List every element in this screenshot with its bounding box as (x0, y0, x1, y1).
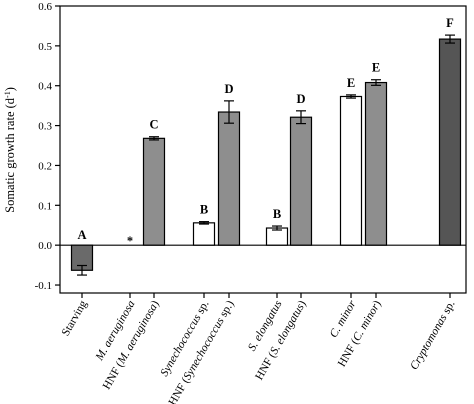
y-tick-label: 0.4 (38, 81, 52, 93)
y-tick-label: 0.2 (38, 160, 52, 172)
category-label-part: ) (296, 298, 308, 307)
significance-label: E (372, 61, 380, 75)
significance-label: B (200, 203, 208, 217)
significance-label: E (347, 76, 355, 90)
category-label-part: ) (224, 298, 236, 307)
y-tick-label: 0.1 (38, 200, 52, 212)
y-axis-label-sup: -1 (3, 91, 12, 98)
axes: -0.1 0.0 0.1 0.2 0.3 0.4 0.5 0.6 (35, 1, 467, 298)
significance-label: C (149, 118, 158, 132)
category-label-part: ( (266, 350, 278, 359)
category-label-part: ) (149, 298, 161, 307)
category-label-part: ( (180, 376, 192, 385)
significance-label: F (446, 16, 454, 30)
bar (142, 137, 166, 246)
category-label-part: ( (114, 360, 126, 369)
significance-label: B (273, 207, 281, 221)
y-axis-label-main: Somatic growth rate (d (3, 97, 17, 213)
bar (217, 111, 241, 246)
y-axis-label-suffix: ) (3, 87, 17, 91)
bars (70, 34, 462, 276)
significance-label: D (224, 82, 233, 96)
y-tick-label: 0.6 (38, 1, 52, 13)
y-tick-label: 0.0 (38, 240, 52, 252)
significance-label: * (127, 234, 133, 248)
category-label-part: ) (371, 298, 383, 307)
significance-label: D (296, 92, 305, 106)
plot-frame (59, 5, 467, 294)
y-axis-label: Somatic growth rate (d-1) (3, 87, 18, 213)
bar (364, 81, 388, 246)
bar (438, 38, 462, 246)
y-tick-label: 0.5 (38, 41, 52, 53)
category-label-part: ( (349, 337, 361, 346)
category-label-part: Cryptomonas (408, 312, 450, 372)
bar (289, 116, 313, 246)
bar (192, 222, 216, 246)
category-label: Cryptomonas sp. (408, 298, 457, 372)
bar (339, 95, 363, 246)
category-label: Starving (60, 298, 90, 338)
y-tick-label: 0.3 (38, 121, 52, 133)
significance-label: A (77, 228, 86, 242)
y-tick-label: -0.1 (35, 280, 52, 292)
category-label-part: Starving (60, 298, 90, 338)
